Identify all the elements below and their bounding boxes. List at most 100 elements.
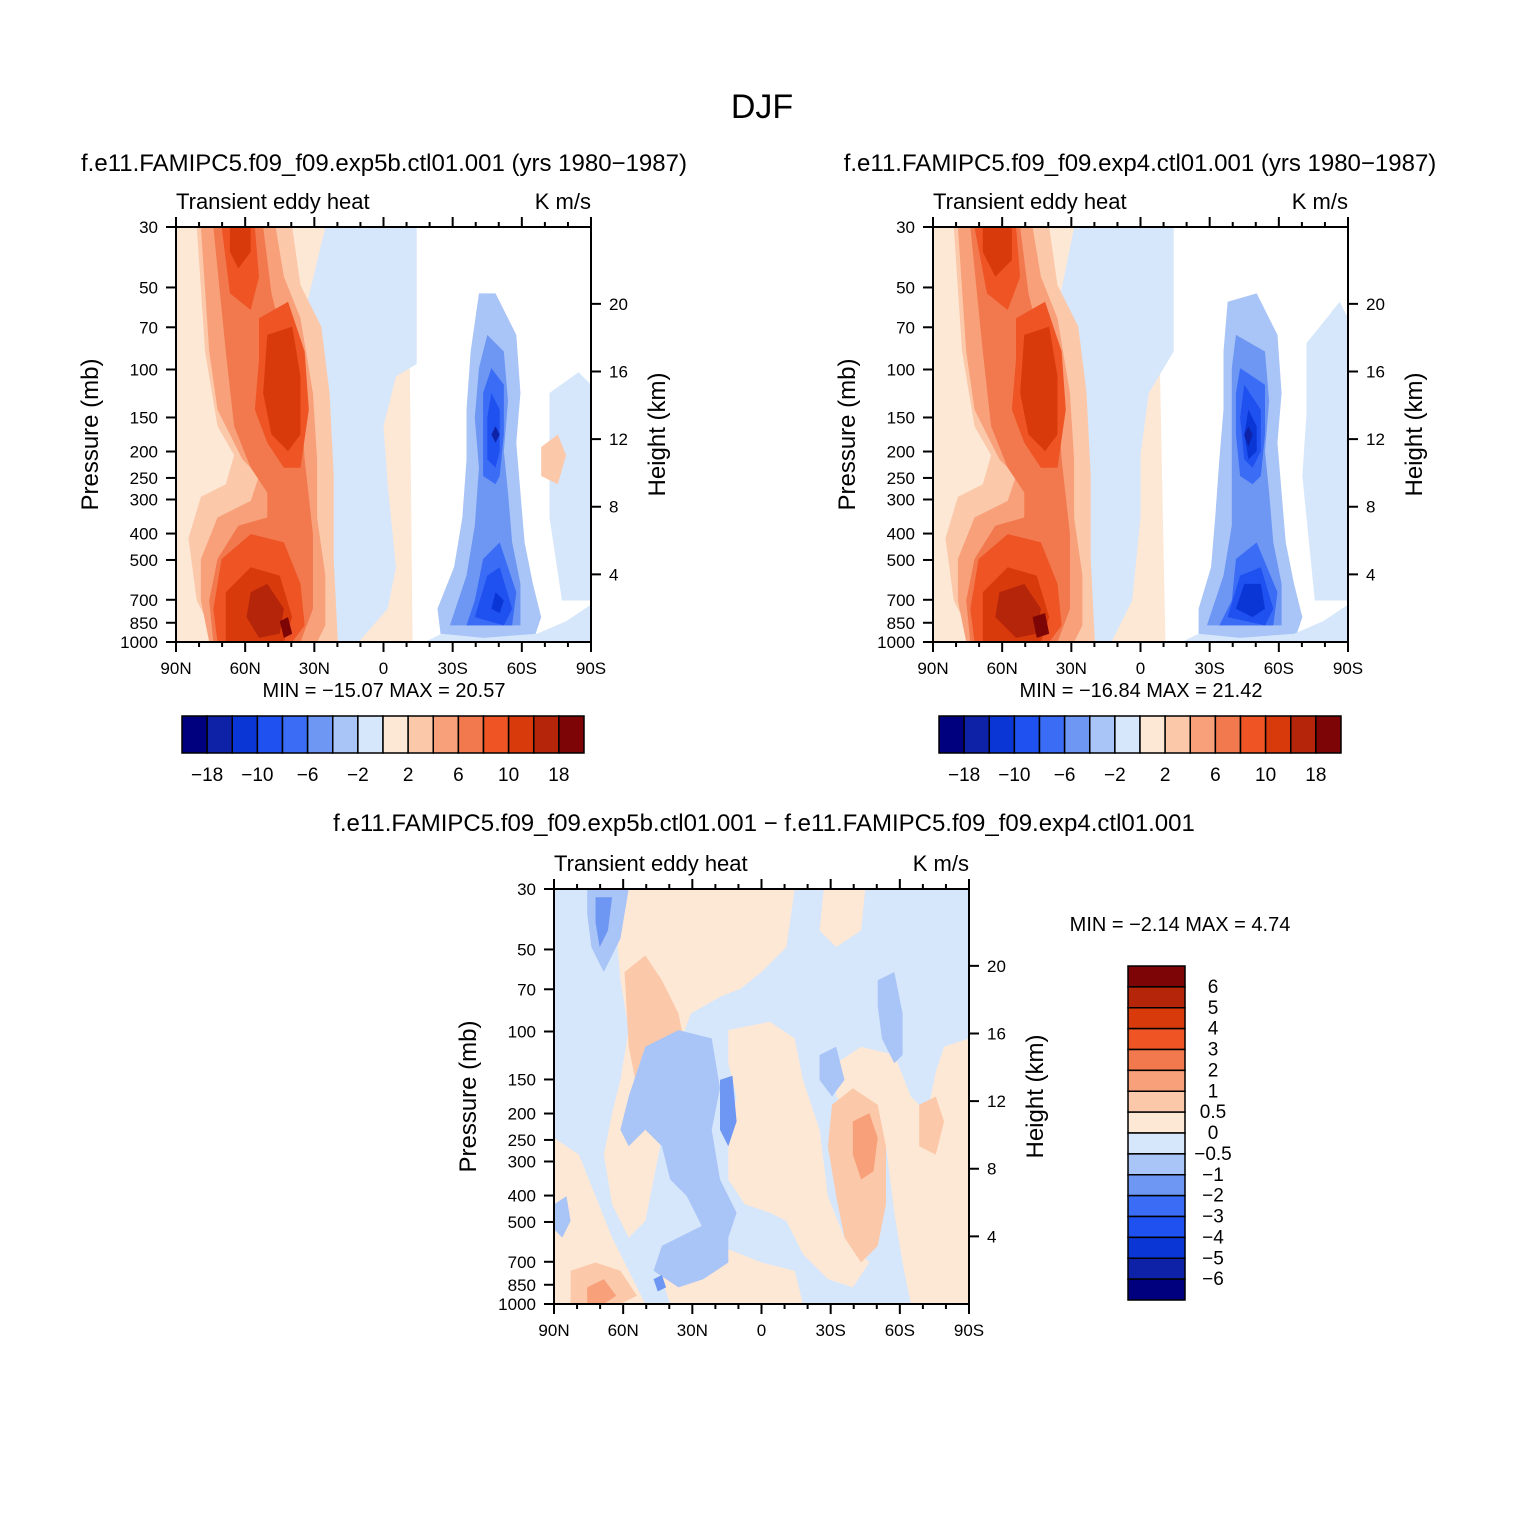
axes-right: 3050701001502002503004005007008501000481… [834,217,1428,678]
x-tick-label: 90N [917,659,948,678]
colorbar-label: −2 [347,765,369,786]
contour-region [474,567,513,626]
colorbar-label: 18 [548,765,569,786]
panel-right: f.e11.FAMIPC5.f09_f09.exp4.ctl01.001 (yr… [834,150,1436,786]
contour-region [263,326,301,452]
y2-axis-label: Height (km) [644,372,671,496]
y-tick-label: 150 [130,408,158,427]
height-tick-label: 16 [987,1024,1006,1043]
contour-region [728,1021,870,1288]
colorbar-box [407,715,434,754]
plot-title-right: Transient eddy heat [933,189,1127,214]
x-tick-label: 60S [507,659,537,678]
colorbar-box [206,715,233,754]
y-tick-label: 250 [508,1131,536,1150]
colorbar-box [938,715,965,754]
height-tick-label: 8 [987,1160,996,1179]
contour-field-right [933,227,1348,642]
panel-diff: f.e11.FAMIPC5.f09_f09.exp5b.ctl01.001 − … [333,810,1290,1340]
colorbar-label: −5 [1202,1248,1224,1269]
plot-title-diff: Transient eddy heat [554,851,748,876]
contour-region [1235,583,1265,618]
contour-region [246,583,284,638]
colorbar-label: 6 [1210,765,1221,786]
colorbar-box [1315,715,1342,754]
colorbar-box [432,715,460,754]
y-tick-label: 850 [508,1276,536,1295]
colorbar-label: 0 [1208,1123,1219,1144]
contour-region [819,889,866,948]
colorbar-box [1127,986,1186,1009]
minmax-right: MIN = −16.84 MAX = 21.42 [1020,680,1263,702]
y-tick-label: 700 [130,591,158,610]
y-tick-label: 100 [887,360,915,379]
contour-region [491,592,504,613]
contour-region [620,1030,737,1238]
case-title-diff: f.e11.FAMIPC5.f09_f09.exp5b.ctl01.001 − … [333,810,1195,837]
height-tick-label: 4 [1366,565,1375,584]
y-tick-label: 400 [130,525,158,544]
colorbar-box [1038,715,1066,754]
colorbar-label: −4 [1202,1227,1224,1248]
case-title-right: f.e11.FAMIPC5.f09_f09.exp4.ctl01.001 (yr… [844,150,1437,177]
contour-field-diff [554,889,969,1304]
colorbar-box [1127,1027,1186,1051]
contour-region [919,1096,945,1155]
colorbar-box [306,715,334,754]
colorbar-box [1127,1007,1186,1030]
contour-region [982,227,1012,277]
season-title: DJF [731,88,793,126]
colorbar-label: −3 [1202,1207,1224,1228]
colorbar-box [382,715,409,754]
x-tick-label: 60S [885,1321,915,1340]
x-tick-label: 90N [160,659,191,678]
contour-region [491,426,500,443]
y2-axis-label: Height (km) [1022,1034,1049,1158]
colorbar-label: −18 [948,765,980,786]
x-tick-label: 30S [1195,659,1225,678]
y-tick-label: 700 [508,1253,536,1272]
minmax-left: MIN = −15.07 MAX = 20.57 [263,680,506,702]
contour-region [229,227,251,269]
colorbar-box [1290,715,1317,754]
y-tick-label: 50 [517,940,536,959]
contour-region [595,897,613,948]
y-tick-label: 70 [896,318,915,337]
colorbar-box [1127,1048,1186,1072]
x-tick-label: 30N [1056,659,1087,678]
colorbar-label: 10 [1255,765,1276,786]
y-tick-label: 70 [139,318,158,337]
colorbar-box [1127,965,1186,988]
height-tick-label: 4 [609,565,618,584]
y-tick-label: 50 [896,278,915,297]
colorbar-box [1164,715,1191,754]
y-axis-label: Pressure (mb) [834,358,861,510]
contour-region [653,1221,729,1288]
y-tick-label: 400 [887,525,915,544]
y-tick-label: 150 [887,408,915,427]
colorbar-label: −2 [1104,765,1126,786]
contour-region [425,604,591,642]
x-tick-label: 0 [757,1321,766,1340]
colorbar-box [1127,1111,1186,1134]
contour-region [1244,426,1253,447]
y-tick-label: 50 [139,278,158,297]
y-tick-label: 300 [130,491,158,510]
colorbar-label: 18 [1305,765,1326,786]
y2-axis-label: Height (km) [1401,372,1428,496]
x-tick-label: 90S [1333,659,1363,678]
colorbar-box [1264,715,1292,754]
y-tick-label: 200 [887,443,915,462]
x-tick-label: 0 [379,659,388,678]
colorbar-label: 5 [1208,998,1219,1019]
x-tick-label: 30S [816,1321,846,1340]
colorbar-label: 1 [1208,1081,1219,1102]
colorbar-box [1127,1236,1186,1259]
colorbar-box [507,715,535,754]
colorbar-label: 2 [1208,1060,1219,1081]
colorbar-box [1139,715,1166,754]
height-tick-label: 8 [609,498,618,517]
contour-region [549,372,591,601]
colorbar-label: −18 [191,765,223,786]
colorbar-box [281,715,309,754]
